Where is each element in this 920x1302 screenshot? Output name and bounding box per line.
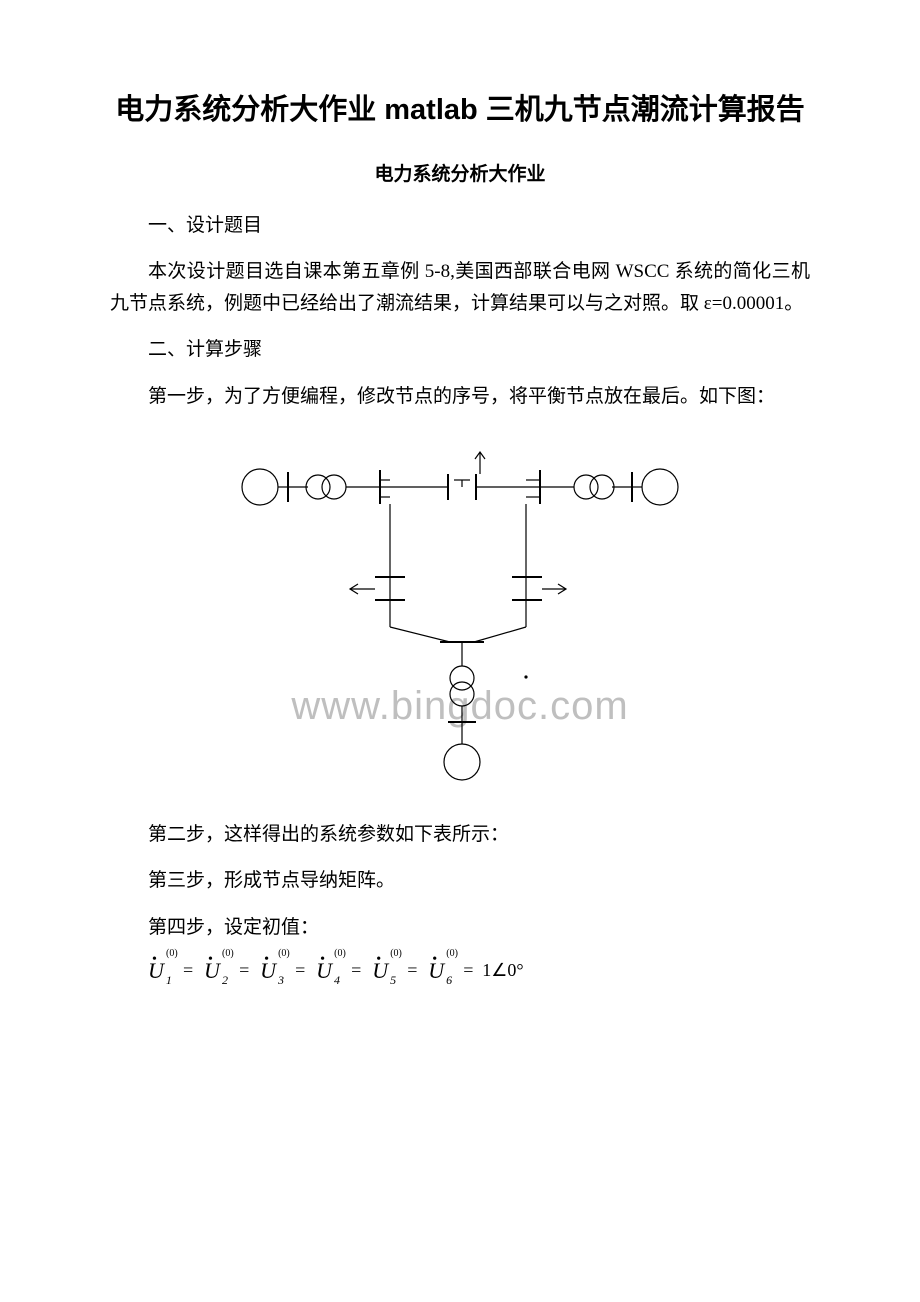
section-heading-2: 二、计算步骤 [110, 334, 810, 366]
equals-sign: = [294, 960, 306, 981]
transformer-right-icon [590, 475, 614, 499]
initial-value-equation: •(0)U1 = •(0)U2 = •(0)U3 = •(0)U4 = •(0)U5 = •(0)U… [146, 958, 810, 984]
small-dot-icon [524, 675, 527, 678]
voltage-term-1: •(0)U1 [148, 958, 172, 984]
equals-sign: = [182, 960, 194, 981]
generator-right-icon [642, 469, 678, 505]
transformer-left-icon-b [322, 475, 346, 499]
circuit-diagram [230, 427, 690, 797]
transformer-left-icon [306, 475, 330, 499]
section-heading-1: 一、设计题目 [110, 210, 810, 242]
voltage-term-2: •(0)U2 [204, 958, 228, 984]
paragraph-1: 本次设计题目选自课本第五章例 5-8,美国西部联合电网 WSCC 系统的简化三机… [110, 256, 810, 321]
transformer-bottom-icon [450, 666, 474, 690]
transformer-bottom-icon-b [450, 682, 474, 706]
paragraph-step1: 第一步，为了方便编程，修改节点的序号，将平衡节点放在最后。如下图： [110, 381, 810, 413]
equals-sign: = [462, 960, 474, 981]
voltage-term-5: •(0)U5 [372, 958, 396, 984]
circuit-diagram-wrap [110, 427, 810, 797]
generator-left-icon [242, 469, 278, 505]
voltage-term-3: •(0)U3 [260, 958, 284, 984]
generator-bottom-icon [444, 744, 480, 780]
voltage-term-4: •(0)U4 [316, 958, 340, 984]
equals-sign: = [238, 960, 250, 981]
document-subtitle: 电力系统分析大作业 [110, 159, 810, 186]
paragraph-step2: 第二步，这样得出的系统参数如下表所示： [110, 819, 810, 851]
equation-value: 1∠0° [482, 960, 523, 981]
equals-sign: = [350, 960, 362, 981]
document-content: 电力系统分析大作业 matlab 三机九节点潮流计算报告 电力系统分析大作业 一… [110, 90, 810, 984]
equals-sign: = [406, 960, 418, 981]
document-title: 电力系统分析大作业 matlab 三机九节点潮流计算报告 [110, 90, 810, 131]
paragraph-step3: 第三步，形成节点导纳矩阵。 [110, 865, 810, 897]
voltage-term-6: •(0)U6 [428, 958, 452, 984]
transformer-right-icon-b [574, 475, 598, 499]
paragraph-step4: 第四步，设定初值： [110, 912, 810, 944]
